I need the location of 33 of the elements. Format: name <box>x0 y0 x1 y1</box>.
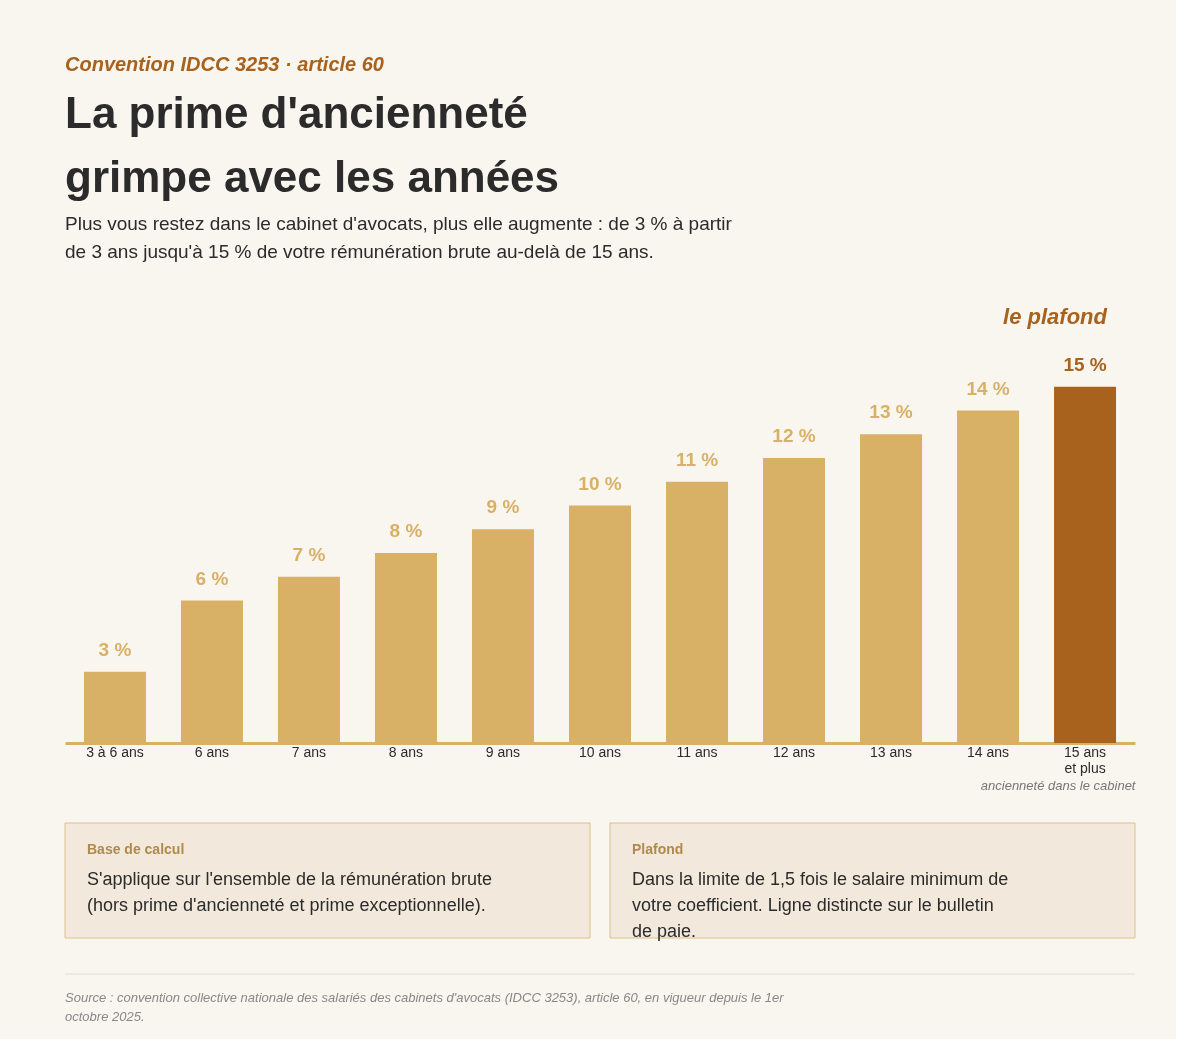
x-tick-label: 14 ans <box>967 743 1010 760</box>
bar <box>1054 386 1117 743</box>
source-note: Source : convention collective nationale des salariés des cabinets d'avocats (IDCC 3253), article 60, en vigueur depuis le 1er octobre 2025. <box>65 990 785 1024</box>
data-label: 9 % <box>486 496 520 518</box>
data-label: 11 % <box>675 448 719 470</box>
x-tick-label: 8 ans <box>388 743 424 760</box>
text: S'applique sur l'ensemble de la rémunération brute (hors prime d'ancienneté et prime exceptionnelle). <box>87 869 493 916</box>
annotation: le plafond <box>1003 303 1108 329</box>
x-tick-label: 15 ans et plus <box>1064 743 1107 776</box>
data-label: 14 % <box>966 377 1010 399</box>
x-tick-label: 11 ans <box>676 743 718 760</box>
x-tick-label: 12 ans <box>772 743 816 760</box>
x-tick-label: 13 ans <box>870 743 913 760</box>
x-tick-label: 10 ans <box>578 743 622 760</box>
x-tick-label: 9 ans <box>485 743 521 760</box>
data-label: 13 % <box>869 401 913 423</box>
chart-title: La prime d'ancienneté grimpe avec les années <box>65 88 560 201</box>
text: Base de calcul <box>87 841 185 857</box>
chart-subtitle: Plus vous restez dans le cabinet d'avocats, plus elle augmente : de 3 % à partir de 3 ans jusqu'à 15 % de votre rémunération brute au-delà de 15 ans. <box>65 213 733 262</box>
text: Plafond <box>632 841 684 857</box>
data-label: 3 % <box>98 638 132 660</box>
data-label: 8 % <box>389 520 423 541</box>
x-tick-label: 6 ans <box>194 743 230 760</box>
data-label: 10 % <box>578 472 622 494</box>
data-label: 7 % <box>292 543 326 565</box>
x-tick-label: 3 à 6 ans <box>86 743 144 760</box>
x-axis-title: ancienneté dans le cabinet <box>980 777 1137 793</box>
data-label: 12 % <box>772 425 816 446</box>
data-label: 6 % <box>195 567 229 589</box>
text: Convention IDCC 3253 · article 60 <box>65 53 384 75</box>
data-label: 15 % <box>1063 353 1107 375</box>
text: Dans la limite de 1,5 fois le salaire minimum de votre coefficient. Ligne distincte sur le bulletin de paie. <box>632 869 1009 942</box>
x-tick-label: 7 ans <box>291 743 327 760</box>
